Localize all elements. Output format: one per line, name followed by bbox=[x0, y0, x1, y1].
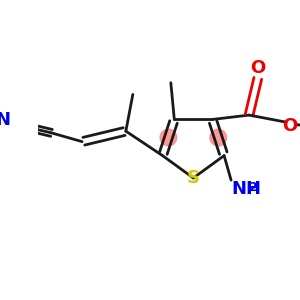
Circle shape bbox=[210, 129, 226, 146]
Text: S: S bbox=[187, 169, 200, 187]
Text: O: O bbox=[283, 117, 298, 135]
Circle shape bbox=[160, 129, 177, 146]
Text: NH: NH bbox=[231, 180, 261, 198]
Text: O: O bbox=[250, 59, 266, 77]
Text: 2: 2 bbox=[250, 181, 258, 194]
Text: N: N bbox=[0, 111, 10, 129]
